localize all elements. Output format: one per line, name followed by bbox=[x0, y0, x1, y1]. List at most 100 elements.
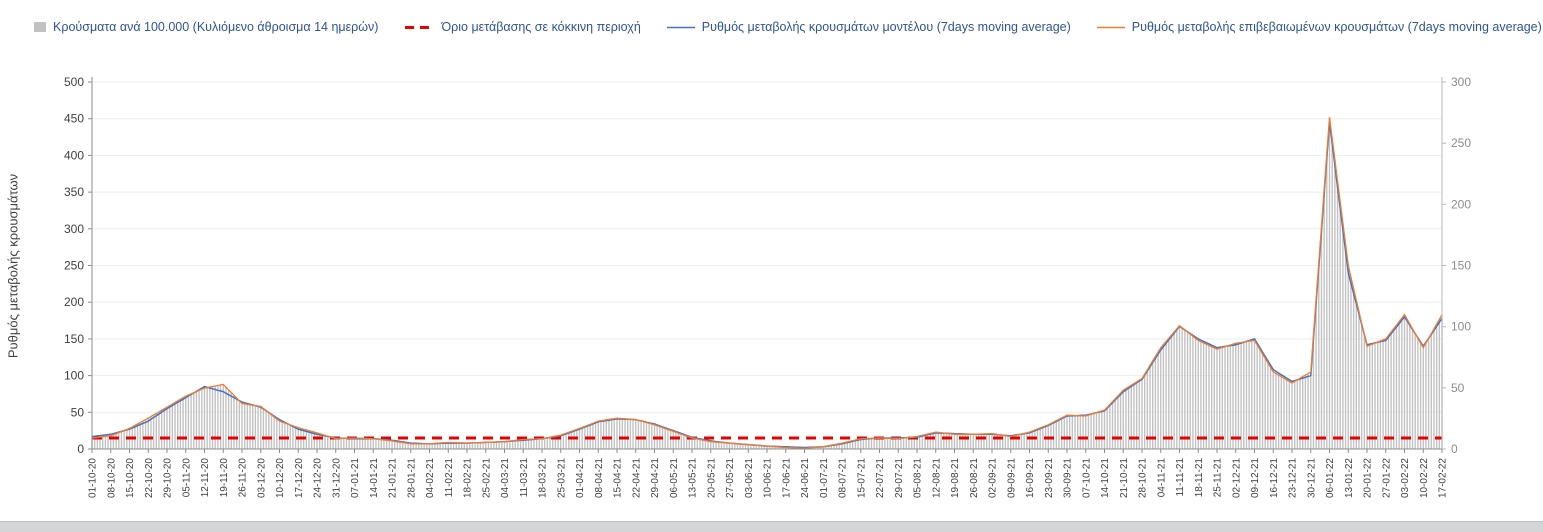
chart-legend: Κρούσματα ανά 100.000 (Κυλιόμενο άθροισμ… bbox=[34, 20, 1542, 34]
svg-text:25-02-21: 25-02-21 bbox=[481, 458, 492, 498]
svg-text:18-02-21: 18-02-21 bbox=[463, 458, 474, 498]
legend-label-confirmed-line: Ρυθμός μεταβολής επιβεβαιωμένων κρουσμάτ… bbox=[1131, 20, 1542, 34]
legend-label-cases-bars: Κρούσματα ανά 100.000 (Κυλιόμενο άθροισμ… bbox=[53, 20, 379, 34]
svg-text:0: 0 bbox=[77, 442, 84, 456]
bar-series-icon bbox=[34, 22, 46, 32]
svg-text:05-08-21: 05-08-21 bbox=[913, 458, 924, 498]
svg-text:15-07-21: 15-07-21 bbox=[856, 458, 867, 498]
svg-text:28-10-21: 28-10-21 bbox=[1138, 458, 1149, 498]
svg-text:08-04-21: 08-04-21 bbox=[594, 458, 605, 498]
svg-text:15-04-21: 15-04-21 bbox=[613, 458, 624, 498]
svg-text:28-01-21: 28-01-21 bbox=[406, 458, 417, 498]
svg-text:29-07-21: 29-07-21 bbox=[894, 458, 905, 498]
svg-text:19-11-20: 19-11-20 bbox=[219, 458, 230, 498]
svg-text:01-10-20: 01-10-20 bbox=[88, 458, 99, 498]
svg-text:30-12-21: 30-12-21 bbox=[1306, 458, 1317, 498]
svg-text:22-10-20: 22-10-20 bbox=[144, 458, 155, 498]
legend-item-cases-bars: Κρούσματα ανά 100.000 (Κυλιόμενο άθροισμ… bbox=[34, 20, 378, 34]
svg-text:450: 450 bbox=[64, 112, 84, 126]
svg-text:09-12-21: 09-12-21 bbox=[1250, 458, 1261, 498]
svg-text:25-03-21: 25-03-21 bbox=[556, 458, 567, 498]
bottom-scroll-strip bbox=[0, 521, 1543, 532]
svg-text:15-10-20: 15-10-20 bbox=[125, 458, 136, 498]
confirmed-line bbox=[91, 117, 1443, 449]
svg-text:19-08-21: 19-08-21 bbox=[950, 458, 961, 498]
svg-text:29-10-20: 29-10-20 bbox=[163, 458, 174, 498]
svg-text:08-07-21: 08-07-21 bbox=[838, 458, 849, 498]
svg-text:09-09-21: 09-09-21 bbox=[1006, 458, 1017, 498]
svg-text:14-10-21: 14-10-21 bbox=[1100, 458, 1111, 498]
svg-text:02-09-21: 02-09-21 bbox=[988, 458, 999, 498]
legend-item-threshold: Όριο μετάβασης σε κόκκινη περιοχή bbox=[404, 20, 641, 34]
svg-text:20-01-22: 20-01-22 bbox=[1363, 458, 1374, 498]
svg-text:27-05-21: 27-05-21 bbox=[725, 458, 736, 498]
blue-line-icon bbox=[666, 26, 695, 28]
svg-text:01-07-21: 01-07-21 bbox=[819, 458, 830, 498]
svg-text:25-11-21: 25-11-21 bbox=[1213, 458, 1224, 498]
right-axis: 0 50 100 150 200 250 300 bbox=[1441, 75, 1471, 456]
svg-text:06-01-22: 06-01-22 bbox=[1325, 458, 1336, 498]
svg-text:11-02-21: 11-02-21 bbox=[444, 458, 455, 498]
svg-text:31-12-20: 31-12-20 bbox=[331, 458, 342, 498]
svg-text:16-09-21: 16-09-21 bbox=[1025, 458, 1036, 498]
svg-text:350: 350 bbox=[64, 185, 84, 199]
svg-text:07-01-21: 07-01-21 bbox=[350, 458, 361, 498]
svg-text:12-11-20: 12-11-20 bbox=[200, 458, 211, 498]
svg-text:21-01-21: 21-01-21 bbox=[388, 458, 399, 498]
svg-text:03-06-21: 03-06-21 bbox=[744, 458, 755, 498]
model-line bbox=[91, 122, 1443, 449]
svg-text:17-12-20: 17-12-20 bbox=[294, 458, 305, 498]
svg-text:200: 200 bbox=[1451, 197, 1471, 211]
svg-text:13-05-21: 13-05-21 bbox=[688, 458, 699, 498]
legend-item-model-line: Ρυθμός μεταβολής κρουσμάτων μοντέλου (7d… bbox=[666, 20, 1071, 34]
svg-text:50: 50 bbox=[71, 405, 85, 419]
svg-text:250: 250 bbox=[64, 259, 84, 273]
svg-text:10-06-21: 10-06-21 bbox=[763, 458, 774, 498]
svg-text:08-10-20: 08-10-20 bbox=[106, 458, 117, 498]
svg-text:04-11-21: 04-11-21 bbox=[1156, 458, 1167, 498]
svg-text:24-06-21: 24-06-21 bbox=[800, 458, 811, 498]
svg-text:16-12-21: 16-12-21 bbox=[1269, 458, 1280, 498]
svg-text:05-11-20: 05-11-20 bbox=[181, 458, 192, 498]
svg-text:03-12-20: 03-12-20 bbox=[256, 458, 267, 498]
svg-text:22-04-21: 22-04-21 bbox=[631, 458, 642, 498]
legend-label-threshold: Όριο μετάβασης σε κόκκινη περιοχή bbox=[441, 20, 641, 34]
svg-text:100: 100 bbox=[64, 369, 84, 383]
svg-text:10-02-22: 10-02-22 bbox=[1419, 458, 1430, 498]
svg-text:300: 300 bbox=[64, 222, 84, 236]
svg-text:23-09-21: 23-09-21 bbox=[1044, 458, 1055, 498]
svg-text:04-02-21: 04-02-21 bbox=[425, 458, 436, 498]
legend-item-confirmed-line: Ρυθμός μεταβολής επιβεβαιωμένων κρουσμάτ… bbox=[1096, 20, 1542, 34]
x-axis-labels: 01-10-20 08-10-20 15-10-20 22-10-20 29-10-20… bbox=[88, 449, 1449, 498]
svg-text:29-04-21: 29-04-21 bbox=[650, 458, 661, 498]
svg-text:26-08-21: 26-08-21 bbox=[969, 458, 980, 498]
svg-text:01-04-21: 01-04-21 bbox=[575, 458, 586, 498]
svg-text:30-09-21: 30-09-21 bbox=[1063, 458, 1074, 498]
svg-text:100: 100 bbox=[1451, 320, 1471, 334]
svg-text:400: 400 bbox=[64, 148, 84, 162]
svg-text:17-06-21: 17-06-21 bbox=[781, 458, 792, 498]
svg-text:14-01-21: 14-01-21 bbox=[369, 458, 380, 498]
svg-text:20-05-21: 20-05-21 bbox=[706, 458, 717, 498]
svg-text:200: 200 bbox=[64, 295, 84, 309]
svg-text:07-10-21: 07-10-21 bbox=[1081, 458, 1092, 498]
svg-text:500: 500 bbox=[64, 75, 84, 89]
svg-text:27-01-22: 27-01-22 bbox=[1381, 458, 1392, 498]
svg-text:26-11-20: 26-11-20 bbox=[238, 458, 249, 498]
gridlines bbox=[93, 81, 1442, 413]
svg-text:06-05-21: 06-05-21 bbox=[669, 458, 680, 498]
legend-label-model-line: Ρυθμός μεταβολής κρουσμάτων μοντέλου (7d… bbox=[701, 20, 1071, 34]
svg-text:11-11-21: 11-11-21 bbox=[1175, 458, 1186, 497]
bars-series bbox=[91, 117, 1443, 450]
svg-text:24-12-20: 24-12-20 bbox=[313, 458, 324, 498]
svg-text:150: 150 bbox=[64, 332, 84, 346]
svg-text:50: 50 bbox=[1451, 381, 1465, 395]
svg-text:18-11-21: 18-11-21 bbox=[1194, 458, 1205, 498]
svg-text:0: 0 bbox=[1451, 442, 1458, 456]
svg-text:04-03-21: 04-03-21 bbox=[500, 458, 511, 498]
svg-text:22-07-21: 22-07-21 bbox=[875, 458, 886, 498]
svg-text:150: 150 bbox=[1451, 259, 1471, 273]
svg-text:18-03-21: 18-03-21 bbox=[538, 458, 549, 498]
svg-text:21-10-21: 21-10-21 bbox=[1119, 458, 1130, 498]
